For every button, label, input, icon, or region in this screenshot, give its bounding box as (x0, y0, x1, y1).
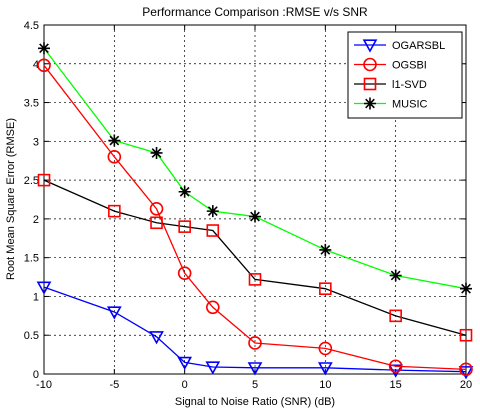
data-point-l1-svd (389, 309, 402, 323)
data-point-ogarsbl (177, 356, 193, 371)
data-point-ogsbi (248, 336, 262, 350)
legend-label: l1-SVD (392, 79, 427, 91)
y-tick-label: 0.5 (24, 330, 39, 342)
data-point-music (460, 282, 472, 295)
data-point-ogsbi (177, 266, 192, 280)
data-point-l1-svd (108, 204, 121, 218)
series-line-ogsbi (43, 64, 467, 370)
data-point-ogsbi (149, 202, 164, 216)
series-line-ogarsbl (43, 286, 467, 373)
data-point-music (319, 243, 332, 256)
data-point-ogsbi (37, 58, 51, 73)
data-point-ogsbi (459, 362, 473, 377)
y-tick-label: 4 (33, 59, 39, 71)
data-point-ogarsbl (149, 331, 164, 345)
y-axis-label: Root Mean Square Error (RMSE) (5, 118, 17, 280)
series-music (38, 42, 472, 295)
data-point-music (178, 185, 191, 198)
legend: OGARSBL OGSBI l1-SVD MUSIC (347, 31, 463, 119)
x-tick-label: 20 (460, 379, 472, 391)
legend-marker (363, 57, 377, 72)
data-point-l1-svd (248, 273, 262, 286)
y-tick-label: 3.5 (24, 98, 39, 110)
series-layer (36, 42, 474, 380)
x-tick-label: 5 (252, 379, 258, 391)
data-point-music (108, 134, 121, 147)
legend-entry-music: MUSIC (354, 97, 428, 111)
y-tick-label: 3 (33, 136, 39, 148)
data-point-ogsbi (206, 300, 220, 315)
data-point-music (38, 42, 50, 55)
legend-entry-ogarsbl: OGARSBL (354, 39, 445, 53)
data-point-ogarsbl (247, 362, 263, 376)
legend-entry-ogsbi: OGSBI (354, 57, 427, 72)
legend-label: OGSBI (392, 60, 427, 72)
chart-title: Performance Comparison :RMSE v/s SNR (142, 5, 368, 19)
data-point-music (206, 205, 219, 218)
y-tick-label: 1 (33, 291, 39, 303)
x-tick-label: 15 (390, 379, 402, 391)
y-tick-label: 1.5 (24, 253, 39, 265)
data-point-l1-svd (178, 220, 191, 233)
legend-entry-l1-svd: l1-SVD (354, 77, 427, 91)
y-tick-label: 0 (33, 369, 39, 381)
data-point-ogsbi (318, 341, 333, 356)
series-line-l1-svd (43, 179, 467, 336)
data-point-ogarsbl (36, 281, 52, 295)
series-ogsbi (37, 58, 473, 377)
data-point-ogarsbl (458, 366, 474, 380)
y-tick-label: 2.5 (24, 175, 39, 187)
x-tick-label: 10 (319, 379, 331, 391)
data-point-ogsbi (107, 150, 122, 164)
data-point-l1-svd (319, 282, 332, 295)
data-point-music (150, 146, 163, 159)
data-point-l1-svd (459, 328, 473, 342)
legend-marker (364, 97, 376, 110)
data-point-ogsbi (388, 359, 403, 374)
data-point-l1-svd (37, 173, 51, 187)
x-tick-label: -5 (109, 379, 119, 391)
y-tick-label: 2 (33, 214, 39, 226)
x-axis-label: Signal to Noise Ratio (SNR) (dB) (175, 396, 335, 408)
legend-label: OGARSBL (392, 40, 445, 52)
legend-marker (362, 39, 378, 53)
data-point-ogarsbl (106, 306, 122, 320)
x-tick-label: 0 (182, 379, 188, 391)
legend-marker (363, 77, 377, 91)
data-point-l1-svd (150, 216, 163, 230)
data-point-l1-svd (206, 224, 220, 237)
data-point-ogarsbl (317, 362, 333, 376)
axis-ticks: -10 -5 0 5 10 15 20 0 0.5 1 1.5 2 2.5 3 3.5 4 4.5 (24, 20, 472, 391)
data-point-music (249, 210, 261, 223)
data-point-music (389, 269, 402, 282)
legend-label: MUSIC (392, 99, 428, 111)
y-tick-label: 4.5 (24, 20, 39, 32)
data-point-ogarsbl (205, 361, 221, 375)
x-tick-label: -10 (36, 379, 52, 391)
series-l1-svd (37, 173, 473, 342)
